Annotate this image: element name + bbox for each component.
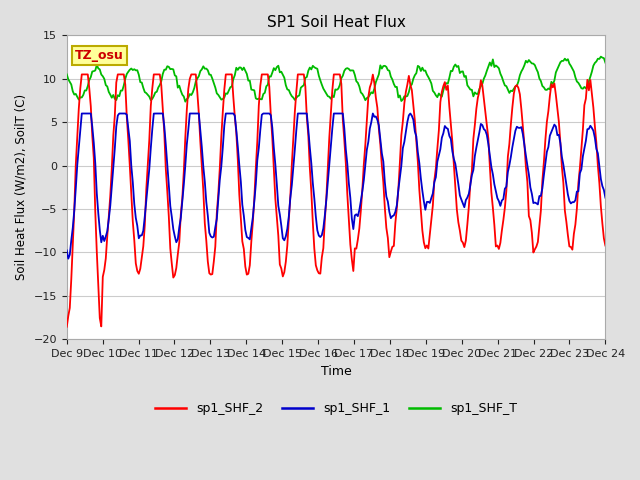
Bar bbox=[67, 166, 605, 209]
Bar bbox=[67, 36, 605, 79]
Bar bbox=[67, 122, 605, 166]
Text: TZ_osu: TZ_osu bbox=[75, 49, 124, 62]
Bar bbox=[67, 209, 605, 252]
Bar bbox=[67, 252, 605, 296]
Title: SP1 Soil Heat Flux: SP1 Soil Heat Flux bbox=[267, 15, 406, 30]
Bar bbox=[67, 296, 605, 339]
X-axis label: Time: Time bbox=[321, 365, 351, 378]
Legend: sp1_SHF_2, sp1_SHF_1, sp1_SHF_T: sp1_SHF_2, sp1_SHF_1, sp1_SHF_T bbox=[150, 397, 522, 420]
Y-axis label: Soil Heat Flux (W/m2), SoilT (C): Soil Heat Flux (W/m2), SoilT (C) bbox=[15, 94, 28, 280]
Bar bbox=[67, 79, 605, 122]
